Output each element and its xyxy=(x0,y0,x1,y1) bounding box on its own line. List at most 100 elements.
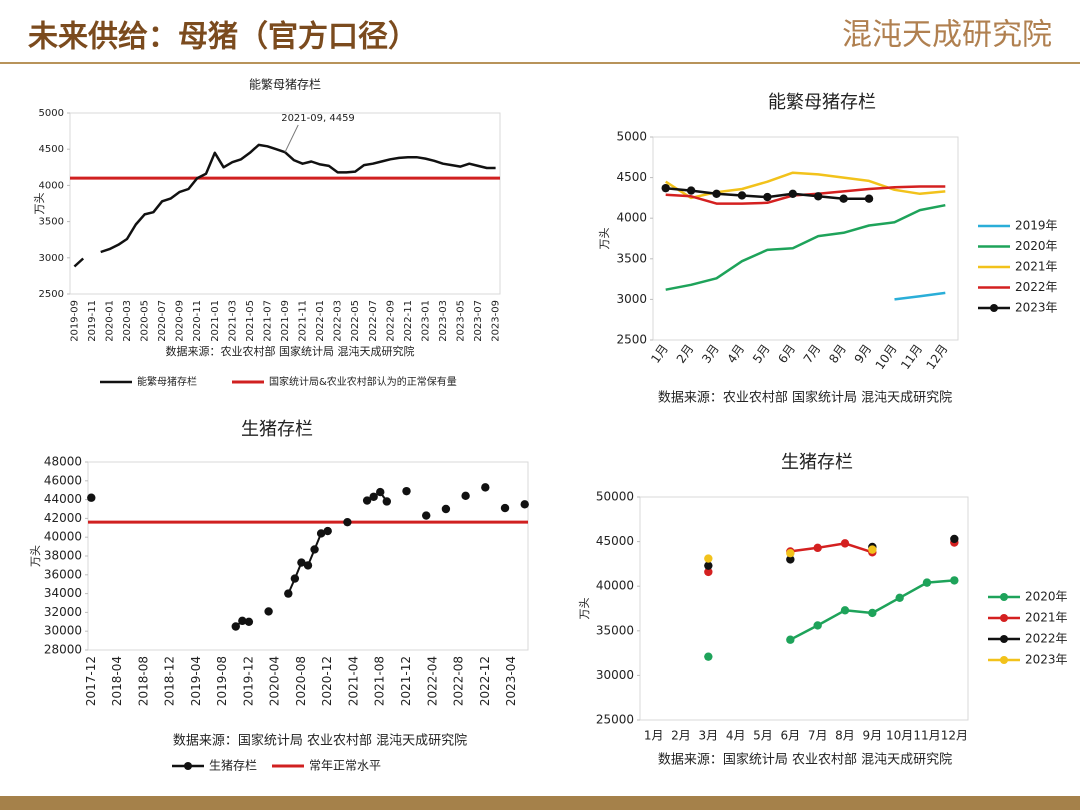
y-tick-label: 4000 xyxy=(616,211,647,225)
slide-title: 未来供给：母猪（官方口径） xyxy=(28,20,418,55)
data-point xyxy=(481,483,490,492)
data-point xyxy=(238,616,247,626)
plot-frame xyxy=(69,112,501,295)
x-tick-label: 2022-03 xyxy=(333,300,344,342)
y-tick-label: 5000 xyxy=(39,108,64,119)
series-line xyxy=(894,291,946,301)
series-line xyxy=(665,203,946,291)
y-tick-label: 28000 xyxy=(44,643,82,657)
legend-label: 2022年 xyxy=(1015,280,1058,294)
y-tick-label: 4500 xyxy=(39,144,64,155)
x-tick-label: 2021-07 xyxy=(262,300,273,342)
y-tick-label: 3000 xyxy=(39,253,64,264)
data-point xyxy=(864,194,874,203)
y-tick-label: 34000 xyxy=(44,586,82,600)
x-tick-label: 1月 xyxy=(644,729,664,743)
x-tick-label: 2018-08 xyxy=(136,656,150,706)
x-tick-label: 2020-08 xyxy=(294,656,308,706)
x-tick-label: 2022-04 xyxy=(425,656,439,706)
source-note: 数据来源：农业农村部 国家统计局 混沌天成研究院 xyxy=(658,390,952,406)
y-tick-label: 48000 xyxy=(44,455,82,469)
data-point xyxy=(422,511,431,520)
y-tick-label: 30000 xyxy=(596,668,634,682)
data-point xyxy=(814,192,823,201)
data-point xyxy=(264,607,273,616)
y-tick-label: 3500 xyxy=(616,251,647,265)
chart-title: 生猪存栏 xyxy=(781,452,853,473)
y-tick-label: 42000 xyxy=(44,511,82,525)
data-point xyxy=(369,492,378,501)
y-tick-label: 35000 xyxy=(596,623,634,637)
legend-marker xyxy=(1000,593,1008,601)
data-point xyxy=(813,543,822,553)
legend-label: 生猪存栏 xyxy=(209,758,257,773)
x-tick-label: 2021-03 xyxy=(227,300,238,342)
data-point xyxy=(763,192,772,202)
data-point xyxy=(704,652,713,661)
legend-label: 2021年 xyxy=(1015,260,1058,274)
data-point xyxy=(839,194,848,203)
legend-label: 2019年 xyxy=(1015,219,1058,233)
source-note: 数据来源：国家统计局 农业农村部 混沌天成研究院 xyxy=(658,752,952,768)
data-point xyxy=(343,517,352,527)
x-tick-label: 2019-12 xyxy=(241,656,255,706)
x-tick-label: 9月 xyxy=(863,729,883,743)
legend-marker xyxy=(990,304,998,312)
data-point xyxy=(402,486,411,496)
footer-band xyxy=(0,796,1080,810)
data-point xyxy=(704,567,713,577)
source-note: 数据来源：农业农村部 国家统计局 混沌天成研究院 xyxy=(166,344,415,358)
legend-label: 2020年 xyxy=(1015,239,1058,253)
data-point xyxy=(786,548,795,558)
data-point xyxy=(297,558,306,567)
x-tick-label: 2022-09 xyxy=(385,300,396,342)
y-tick-label: 4000 xyxy=(39,180,64,191)
data-point xyxy=(786,555,795,564)
x-tick-label: 2019-09 xyxy=(69,300,80,342)
x-tick-label: 2021-11 xyxy=(298,300,309,342)
data-point xyxy=(950,534,959,544)
data-point xyxy=(520,500,529,509)
data-point xyxy=(868,545,877,554)
data-point xyxy=(704,561,713,570)
x-tick-label: 4月 xyxy=(726,729,746,743)
data-point xyxy=(704,554,713,563)
x-tick-label: 2023-07 xyxy=(473,300,484,342)
data-point xyxy=(376,487,385,497)
data-point xyxy=(686,186,696,195)
x-tick-label: 2020-07 xyxy=(157,300,168,342)
data-label: 2021-09, 4459 xyxy=(281,113,355,124)
y-tick-label: 25000 xyxy=(596,713,634,727)
x-tick-label: 2021-01 xyxy=(210,300,221,342)
x-tick-label: 8月 xyxy=(835,729,855,743)
data-point xyxy=(895,593,904,602)
x-tick-label: 2021-09 xyxy=(280,300,291,342)
chart-title: 生猪存栏 xyxy=(241,419,313,440)
data-point xyxy=(303,561,313,570)
y-tick-label: 40000 xyxy=(44,530,82,544)
data-point xyxy=(788,189,797,199)
y-tick-label: 36000 xyxy=(44,567,82,581)
x-tick-label: 2023-09 xyxy=(491,300,502,342)
legend-label: 国家统计局&农业农村部认为的正常保有量 xyxy=(269,375,457,388)
x-tick-label: 2021-04 xyxy=(346,656,360,706)
plot-frame xyxy=(639,496,969,721)
x-tick-label: 2023-03 xyxy=(438,300,449,342)
legend-label: 常年正常水平 xyxy=(309,759,381,773)
x-tick-label: 2022-08 xyxy=(452,656,466,706)
x-tick-label: 2023-01 xyxy=(420,300,431,342)
x-tick-label: 12月 xyxy=(941,729,968,743)
series-line xyxy=(73,143,496,268)
plot-frame xyxy=(652,136,959,341)
data-point xyxy=(284,589,293,598)
data-point xyxy=(786,635,795,644)
x-tick-label: 2019-11 xyxy=(87,300,98,342)
data-point xyxy=(310,545,319,554)
x-tick-label: 2021-12 xyxy=(399,656,413,706)
x-tick-label: 7月 xyxy=(808,729,828,743)
y-tick-label: 45000 xyxy=(596,534,634,548)
data-point xyxy=(316,529,326,538)
data-point xyxy=(840,606,850,615)
y-tick-label: 3000 xyxy=(616,292,647,306)
